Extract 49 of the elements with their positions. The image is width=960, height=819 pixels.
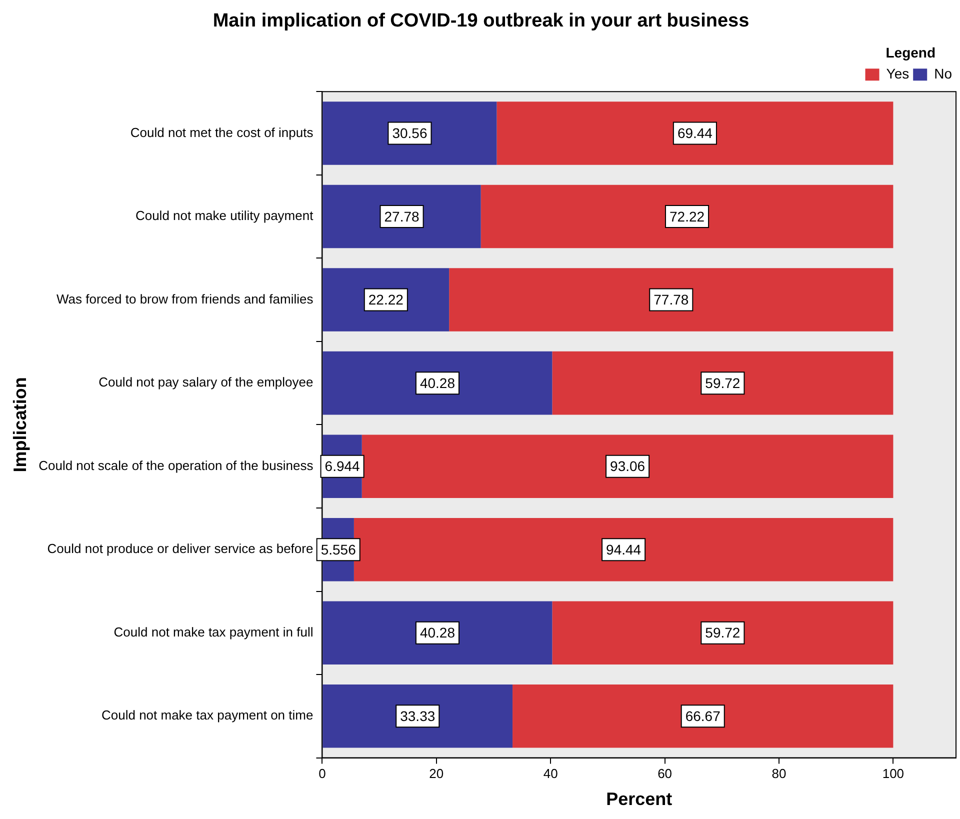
data-label: 22.22 [368, 292, 404, 308]
y-tick-label: Could not make utility payment [135, 208, 314, 224]
bar [322, 102, 497, 165]
data-label: 66.67 [685, 708, 721, 724]
y-tick-label: Could not scale of the operation of the business [38, 458, 314, 473]
x-axis-title: Percent [606, 789, 672, 810]
data-label: 33.33 [400, 708, 436, 724]
legend-label: Yes [886, 65, 910, 82]
bar [449, 268, 894, 332]
legend-label: No [934, 65, 952, 82]
data-label: 40.28 [420, 374, 456, 391]
bar [322, 184, 481, 248]
data-label: 77.78 [654, 292, 689, 308]
x-tick-label: 40 [543, 766, 558, 782]
y-tick-label: Could not pay salary of the employee [98, 374, 314, 390]
x-tick-label: 20 [429, 766, 444, 782]
bar [322, 601, 552, 665]
y-tick-label: Could not met the cost of inputs [130, 124, 314, 140]
bar [552, 351, 894, 415]
bar [496, 102, 894, 165]
data-label: 30.56 [392, 125, 428, 142]
bar [354, 518, 894, 582]
data-label: 5.556 [320, 541, 356, 558]
y-tick-label: Could not make tax payment in full [114, 624, 314, 640]
data-label: 27.78 [384, 208, 420, 224]
bar [552, 601, 894, 665]
x-tick-label: 0 [318, 766, 326, 782]
y-axis-title: Implication [10, 377, 30, 472]
y-tick-label: Was forced to brow from friends and families [56, 291, 314, 306]
data-label: 69.44 [677, 125, 713, 142]
data-label: 59.72 [705, 624, 740, 641]
bar [512, 684, 894, 748]
x-tick-label: 100 [882, 766, 904, 782]
bar [362, 434, 894, 498]
data-label: 59.72 [705, 374, 740, 391]
legend-title: Legend [886, 44, 936, 61]
x-tick-label: 60 [658, 766, 672, 782]
data-label: 40.28 [420, 624, 456, 641]
data-label: 94.44 [606, 541, 642, 558]
data-label: 72.22 [669, 208, 705, 224]
chart-title: Main implication of COVID-19 outbreak in your art business [212, 10, 750, 32]
data-label: 6.944 [324, 458, 360, 474]
x-tick-label: 80 [772, 766, 786, 782]
y-tick-label: Could not make tax payment on time [101, 708, 314, 723]
bar [322, 684, 513, 748]
bar [322, 351, 552, 415]
bar [480, 184, 894, 248]
y-tick-label: Could not produce or deliver service as before [47, 541, 314, 556]
data-label: 93.06 [610, 458, 646, 474]
